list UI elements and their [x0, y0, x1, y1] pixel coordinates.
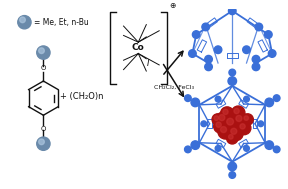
- Circle shape: [232, 106, 245, 119]
- Circle shape: [252, 63, 260, 71]
- Circle shape: [18, 15, 31, 29]
- Circle shape: [242, 114, 253, 125]
- Circle shape: [244, 96, 249, 102]
- Circle shape: [221, 107, 234, 120]
- Circle shape: [191, 141, 200, 149]
- Circle shape: [212, 114, 223, 125]
- Circle shape: [228, 125, 243, 141]
- Circle shape: [273, 95, 280, 101]
- Circle shape: [185, 95, 191, 101]
- Circle shape: [215, 146, 221, 151]
- Circle shape: [258, 121, 264, 127]
- Circle shape: [216, 122, 221, 127]
- Text: + (CH₂O)n: + (CH₂O)n: [60, 92, 103, 101]
- Circle shape: [229, 69, 236, 76]
- Circle shape: [223, 109, 228, 115]
- Circle shape: [192, 31, 200, 38]
- Circle shape: [273, 146, 280, 153]
- Circle shape: [228, 162, 236, 171]
- Circle shape: [265, 31, 272, 38]
- Circle shape: [244, 146, 249, 151]
- Circle shape: [265, 98, 274, 107]
- Circle shape: [205, 63, 212, 71]
- Circle shape: [227, 118, 234, 125]
- Circle shape: [205, 55, 212, 63]
- Circle shape: [238, 121, 251, 135]
- Circle shape: [214, 120, 227, 133]
- Circle shape: [39, 48, 44, 53]
- Circle shape: [218, 124, 233, 139]
- Text: O: O: [41, 65, 46, 71]
- Circle shape: [185, 146, 191, 153]
- Circle shape: [255, 23, 263, 31]
- Circle shape: [214, 116, 219, 120]
- Circle shape: [227, 133, 238, 144]
- Circle shape: [221, 126, 227, 133]
- Circle shape: [265, 141, 274, 149]
- Text: I: I: [147, 60, 149, 68]
- Circle shape: [219, 115, 225, 121]
- Circle shape: [234, 108, 239, 114]
- Circle shape: [244, 116, 249, 120]
- Text: CH₂Cl₂, FeCl₃: CH₂Cl₂, FeCl₃: [154, 85, 194, 90]
- Circle shape: [229, 172, 236, 178]
- Circle shape: [229, 135, 233, 139]
- Circle shape: [224, 115, 241, 132]
- Circle shape: [228, 77, 236, 85]
- Circle shape: [243, 46, 250, 53]
- Circle shape: [236, 115, 242, 122]
- Circle shape: [20, 17, 25, 23]
- Circle shape: [228, 7, 236, 15]
- Text: O: O: [41, 126, 46, 132]
- Text: ⊕: ⊕: [170, 1, 176, 10]
- Circle shape: [216, 112, 231, 127]
- Circle shape: [37, 137, 50, 150]
- Circle shape: [233, 113, 249, 128]
- Text: Co: Co: [132, 43, 145, 52]
- Circle shape: [215, 96, 221, 102]
- Circle shape: [231, 128, 237, 134]
- Circle shape: [268, 50, 276, 57]
- Circle shape: [39, 139, 44, 145]
- Circle shape: [214, 46, 222, 53]
- Circle shape: [191, 98, 200, 107]
- Circle shape: [37, 46, 50, 59]
- Circle shape: [202, 23, 209, 31]
- Text: = Me, Et, n-Bu: = Me, Et, n-Bu: [34, 18, 89, 27]
- Circle shape: [240, 124, 245, 129]
- Circle shape: [201, 121, 207, 127]
- Circle shape: [189, 50, 196, 57]
- Circle shape: [252, 55, 260, 63]
